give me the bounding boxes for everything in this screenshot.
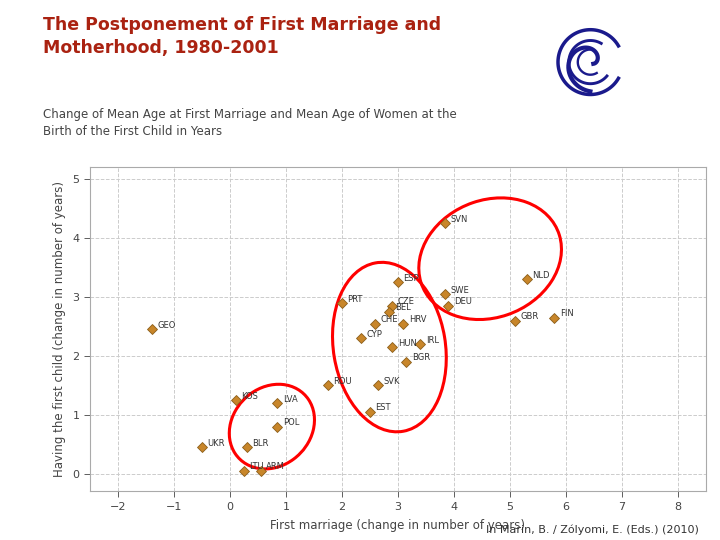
Text: SVN: SVN <box>451 215 468 224</box>
Text: PRT: PRT <box>347 294 363 303</box>
Text: ARM: ARM <box>266 462 285 471</box>
Text: The Postponement of First Marriage and
Motherhood, 1980-2001: The Postponement of First Marriage and M… <box>43 16 441 57</box>
Text: UKR: UKR <box>207 439 225 448</box>
Text: LVA: LVA <box>283 395 298 403</box>
X-axis label: First marriage (change in number of years): First marriage (change in number of year… <box>270 519 526 532</box>
Text: GEO: GEO <box>157 321 176 330</box>
Text: EST: EST <box>375 403 391 413</box>
Text: CHE: CHE <box>381 315 398 324</box>
Text: In Marin, B. / Zólyomi, E. (Eds.) (2010): In Marin, B. / Zólyomi, E. (Eds.) (2010) <box>485 524 698 535</box>
Text: GBR: GBR <box>521 312 539 321</box>
Text: LTU: LTU <box>249 462 264 471</box>
Text: ROU: ROU <box>333 377 352 386</box>
Text: DEU: DEU <box>454 298 472 306</box>
Text: CZE: CZE <box>397 298 415 306</box>
Text: HUN: HUN <box>397 339 417 348</box>
Text: IRL: IRL <box>426 336 438 345</box>
Text: ESP: ESP <box>403 274 419 283</box>
Y-axis label: Having the first child (change in number of years): Having the first child (change in number… <box>53 181 66 477</box>
Text: CYP: CYP <box>367 330 383 339</box>
Text: HRV: HRV <box>409 315 426 324</box>
Text: BEL: BEL <box>395 303 410 312</box>
Text: KOS: KOS <box>241 392 258 401</box>
Text: SWE: SWE <box>451 286 469 295</box>
Text: POL: POL <box>283 418 300 427</box>
Text: Change of Mean Age at First Marriage and Mean Age of Women at the
Birth of the F: Change of Mean Age at First Marriage and… <box>43 108 457 138</box>
Text: SVK: SVK <box>384 377 400 386</box>
Text: BGR: BGR <box>412 353 430 362</box>
Text: BLR: BLR <box>252 439 269 448</box>
Text: NLD: NLD <box>532 271 549 280</box>
Text: FIN: FIN <box>560 309 574 318</box>
